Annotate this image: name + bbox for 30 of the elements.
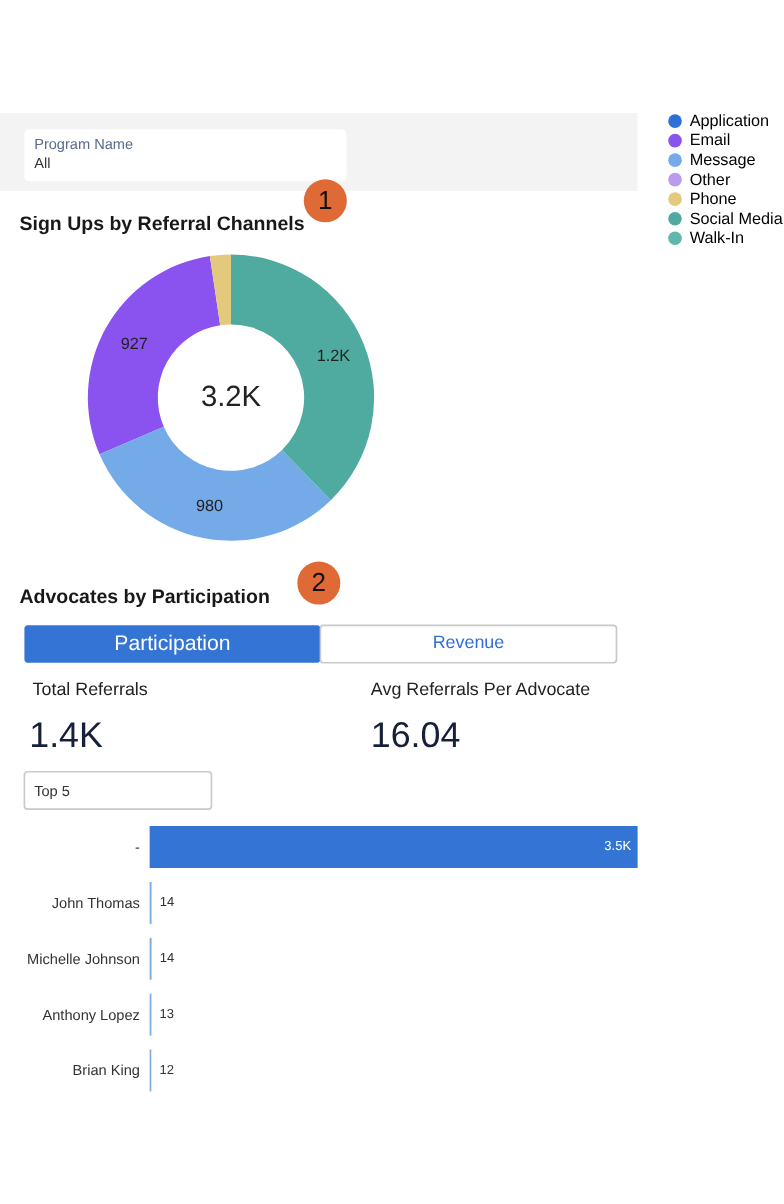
- y-tick-label: Anthony Lopez: [42, 1005, 141, 1024]
- data-label: 1.2K: [316, 346, 352, 365]
- y-tick-label: -: [135, 837, 142, 856]
- legend-label: Phone: [689, 190, 738, 209]
- text: 1: [318, 184, 333, 215]
- text: Advocates by Participation: [19, 586, 270, 609]
- text: Program Name: [34, 134, 134, 153]
- data-label: 980: [195, 496, 224, 515]
- legend-label: Walk-In: [689, 229, 745, 248]
- y-tick-label: Brian King: [72, 1061, 140, 1080]
- legend-label: Other: [689, 170, 731, 189]
- text: 1.4K: [29, 715, 103, 756]
- legend-label: Social Media: [689, 209, 784, 228]
- legend-label: Email: [689, 131, 731, 150]
- bar: [149, 826, 638, 868]
- legend-label: Application: [689, 111, 770, 130]
- data-label: 927: [120, 334, 149, 353]
- text: Avg Referrals Per Advocate: [370, 679, 591, 700]
- text: 16.04: [370, 715, 461, 756]
- text: 3.2K: [200, 381, 262, 414]
- text: Total Referrals: [32, 679, 149, 700]
- text: Revenue: [432, 632, 505, 653]
- text: Top 5: [34, 782, 70, 801]
- y-tick-label: John Thomas: [51, 893, 141, 912]
- text: All: [34, 154, 52, 173]
- legend-label: Message: [689, 151, 757, 170]
- text: Participation: [114, 631, 231, 656]
- text: Sign Ups by Referral Channels: [19, 214, 306, 237]
- text: 2: [311, 567, 327, 598]
- y-tick-label: Michelle Johnson: [27, 949, 140, 968]
